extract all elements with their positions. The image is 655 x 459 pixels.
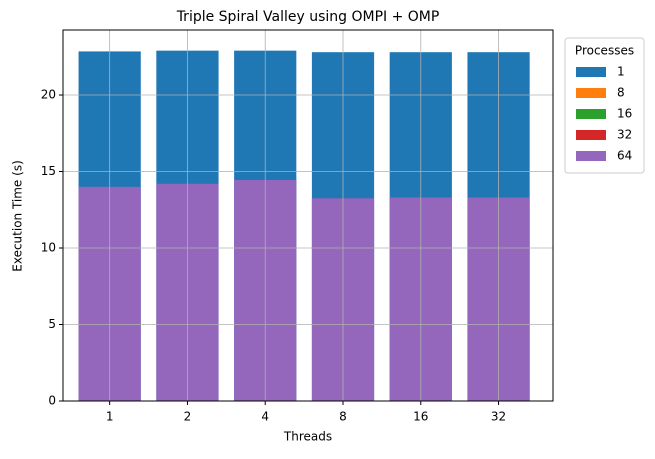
legend-swatch	[576, 109, 606, 119]
chart-title: Triple Spiral Valley using OMPI + OMP	[176, 9, 440, 25]
x-tick-label: 8	[339, 410, 347, 424]
legend-swatch	[576, 130, 606, 140]
x-tick-label: 16	[413, 410, 428, 424]
y-tick-label: 0	[48, 394, 56, 408]
x-tick-label: 4	[261, 410, 269, 424]
y-tick-label: 15	[41, 164, 56, 178]
legend-title: Processes	[575, 44, 634, 58]
legend-label: 8	[617, 86, 625, 100]
legend-swatch	[576, 151, 606, 161]
legend-label: 64	[617, 149, 632, 163]
y-tick-label: 10	[41, 241, 56, 255]
y-tick-label: 20	[41, 88, 56, 102]
legend-swatch	[576, 88, 606, 98]
y-axis-label: Execution Time (s)	[11, 160, 25, 272]
x-axis-label: Threads	[283, 430, 332, 444]
x-tick-label: 1	[106, 410, 114, 424]
legend-label: 1	[617, 65, 625, 79]
plot-frame	[62, 29, 554, 402]
x-tick-label: 2	[184, 410, 192, 424]
legend-swatch	[576, 67, 606, 77]
y-tick-label: 5	[48, 317, 56, 331]
legend-label: 16	[617, 107, 632, 121]
legend-label: 32	[617, 128, 632, 142]
x-tick-label: 32	[491, 410, 506, 424]
